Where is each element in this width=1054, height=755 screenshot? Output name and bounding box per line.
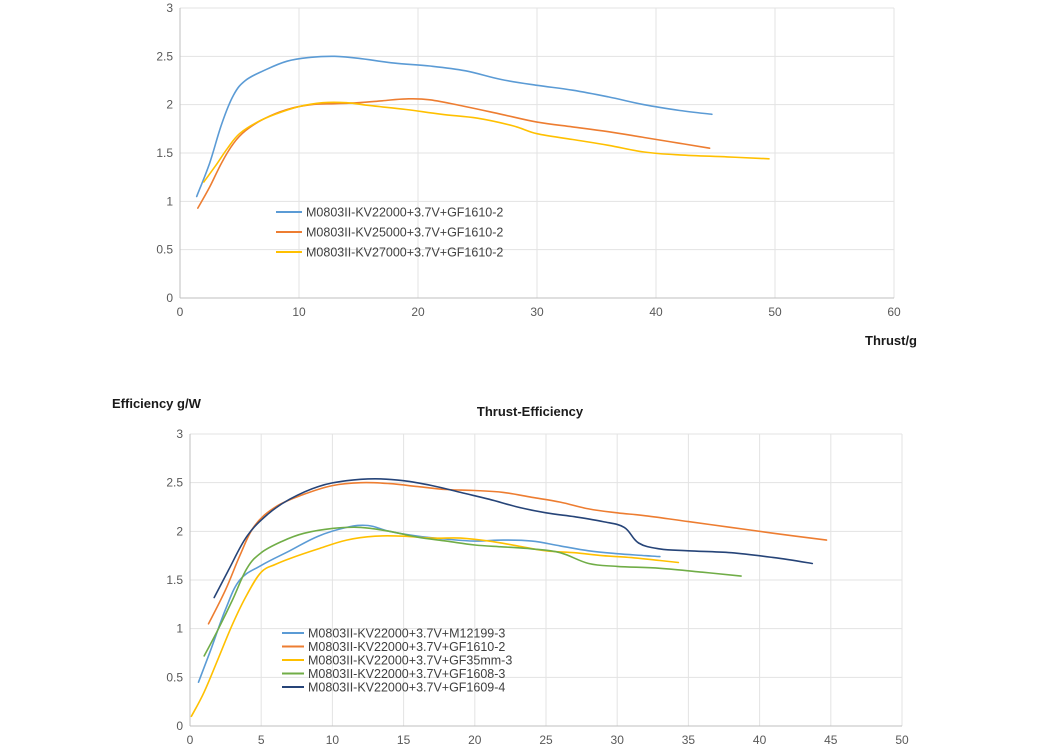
chart2-y-tick-label: 1.5 bbox=[166, 573, 183, 587]
chart2-legend-label: M0803II-KV22000+3.7V+GF1610-2 bbox=[308, 640, 505, 654]
chart1-y-tick-label: 2 bbox=[166, 98, 173, 112]
chart1-legend-label: M0803II-KV27000+3.7V+GF1610-2 bbox=[306, 246, 503, 260]
chart2-legend-label: M0803II-KV22000+3.7V+GF1609-4 bbox=[308, 681, 505, 695]
chart1-series-line-2 bbox=[197, 97, 711, 209]
chart2-y-tick-label: 0 bbox=[176, 719, 183, 733]
chart1-grid bbox=[180, 7, 895, 298]
chart2-x-tick-label: 20 bbox=[468, 733, 482, 747]
chart1-x-tick-label: 20 bbox=[411, 305, 425, 319]
chart2-axes: 00.511.522.530 5 10 15 20 25 30 35 40 45 50 bbox=[166, 427, 909, 747]
chart2-series-line-5 bbox=[213, 478, 814, 599]
chart1-y-tick-label: 0.5 bbox=[156, 243, 173, 257]
chart2-x-tick-label: 10 bbox=[326, 733, 340, 747]
chart2-title: Thrust-Efficiency bbox=[477, 404, 584, 419]
chart2-y-tick-label: 2 bbox=[176, 524, 183, 538]
chart2-legend-label: M0803II-KV22000+3.7V+M12199-3 bbox=[308, 627, 505, 641]
chart1-x-tick-label: 50 bbox=[768, 305, 782, 319]
chart2-x-tick-label: 25 bbox=[539, 733, 553, 747]
chart2-y-tick-label: 3 bbox=[176, 427, 183, 441]
chart2-x-tick-label: 15 bbox=[397, 733, 411, 747]
chart2-grid bbox=[190, 433, 903, 726]
chart2-x-tick-label: 0 bbox=[187, 733, 194, 747]
chart1-series-line-1 bbox=[195, 55, 713, 198]
chart1-x-tick-label: 40 bbox=[649, 305, 663, 319]
chart2-legend: M0803II-KV22000+3.7V+M12199-3M0803II-KV2… bbox=[282, 627, 512, 695]
chart1-y-tick-label: 0 bbox=[166, 291, 173, 305]
chart1-legend-label: M0803II-KV25000+3.7V+GF1610-2 bbox=[306, 226, 503, 240]
chart2-y-tick-label: 0.5 bbox=[166, 670, 183, 684]
chart2-legend-label: M0803II-KV22000+3.7V+GF35mm-3 bbox=[308, 654, 512, 668]
chart1-x-axis-title: Thrust/g bbox=[865, 333, 917, 348]
chart2-series bbox=[190, 478, 828, 718]
chart2-y-tick-label: 2.5 bbox=[166, 476, 183, 490]
chart1-legend: M0803II-KV22000+3.7V+GF1610-2 M0803II-KV2… bbox=[276, 206, 503, 260]
chart2-legend-label: M0803II-KV22000+3.7V+GF1608-3 bbox=[308, 667, 505, 681]
chart1-y-tick-label: 3 bbox=[166, 1, 173, 15]
chart1-y-tick-label: 2.5 bbox=[156, 49, 173, 63]
chart2-x-tick-label: 35 bbox=[682, 733, 696, 747]
chart2-x-tick-label: 5 bbox=[258, 733, 265, 747]
chart2-x-tick-label: 50 bbox=[895, 733, 909, 747]
chart2-series-line-4 bbox=[203, 526, 742, 657]
chart1-x-tick-label: 30 bbox=[530, 305, 544, 319]
chart-thrust-efficiency-kv-comparison: 00.511.522.530 10 20 30 40 50 60 M0803II-KV220… bbox=[156, 1, 917, 348]
chart2-series-line-3 bbox=[190, 534, 680, 718]
chart2-y-tick-label: 1 bbox=[176, 622, 183, 636]
chart1-series bbox=[195, 55, 770, 209]
chart1-axes: 00.511.522.530 10 20 30 40 50 60 bbox=[156, 1, 901, 319]
chart1-x-tick-label: 10 bbox=[292, 305, 306, 319]
chart2-y-axis-title: Efficiency g/W bbox=[112, 396, 202, 411]
chart2-x-tick-label: 30 bbox=[611, 733, 625, 747]
chart2-x-tick-label: 45 bbox=[824, 733, 838, 747]
chart2-series-line-2 bbox=[207, 481, 828, 625]
chart1-x-tick-label: 60 bbox=[887, 305, 901, 319]
chart1-legend-label: M0803II-KV22000+3.7V+GF1610-2 bbox=[306, 206, 503, 220]
chart1-y-tick-label: 1 bbox=[166, 194, 173, 208]
chart1-x-tick-label: 0 bbox=[177, 305, 184, 319]
chart1-series-line-3 bbox=[203, 101, 770, 183]
chart1-y-tick-label: 1.5 bbox=[156, 146, 173, 160]
chart2-x-tick-label: 40 bbox=[753, 733, 767, 747]
